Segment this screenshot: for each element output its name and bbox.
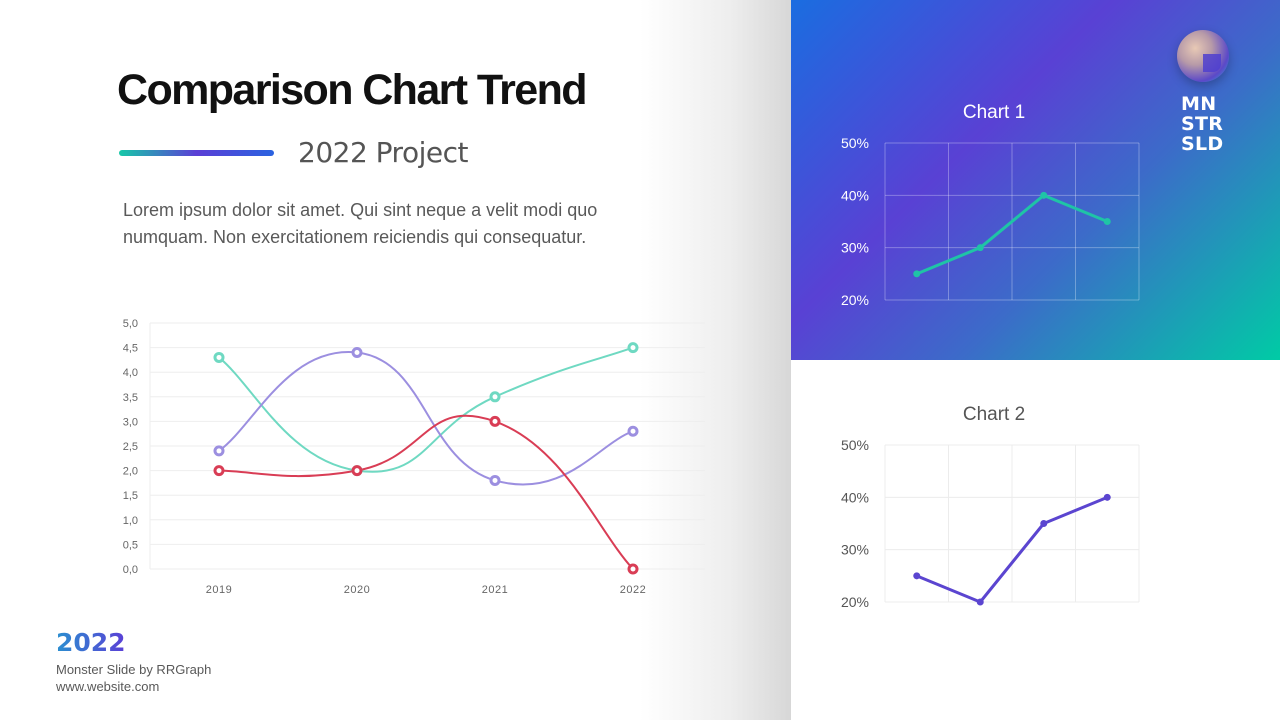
main-comparison-chart: 0,0 0,5 1,0 1,5 2,0 2,5 3,0 3,5 4,0 4,5 5,0 2019 202… — [123, 318, 705, 596]
logo-line: SLD — [1181, 133, 1224, 155]
y-tick-label: 1,5 — [123, 490, 138, 502]
data-point-series-3 — [351, 465, 363, 477]
y-tick-label: 50% — [841, 135, 869, 151]
y-tick-label: 30% — [841, 240, 869, 256]
y-tick-label: 2,5 — [123, 441, 138, 453]
data-point — [1103, 493, 1111, 501]
y-tick-label: 5,0 — [123, 318, 138, 330]
x-tick-label: 2020 — [344, 584, 370, 596]
data-point-series-3 — [213, 465, 225, 477]
data-point-series-2 — [351, 347, 363, 359]
data-point-series-1 — [213, 351, 225, 363]
data-point — [1040, 191, 1048, 199]
page-subtitle: 2022 Project — [298, 136, 468, 169]
data-point-series-1 — [489, 391, 501, 403]
y-tick-label: 2,0 — [123, 466, 138, 478]
y-tick-label: 4,5 — [123, 343, 138, 355]
description-text: Lorem ipsum dolor sit amet. Qui sint neq… — [123, 200, 598, 247]
logo-text: MN STR SLD — [1181, 94, 1241, 154]
y-tick-label: 4,0 — [123, 367, 138, 379]
series-line-1 — [218, 346, 634, 473]
y-tick-label: 30% — [841, 542, 869, 558]
x-tick-label: 2022 — [620, 584, 646, 596]
y-tick-label: 50% — [841, 437, 869, 453]
y-tick-label: 40% — [841, 187, 869, 203]
chart2-panel — [791, 360, 1280, 720]
y-tick-label: 3,0 — [123, 416, 138, 428]
footer-year: 2022 — [56, 628, 126, 657]
y-tick-label: 0,5 — [123, 539, 138, 551]
data-point — [1040, 520, 1048, 527]
data-point — [1103, 218, 1111, 225]
footer-website: www.website.com — [56, 679, 160, 694]
panel-shadow — [640, 0, 791, 720]
x-tick-label: 2019 — [206, 584, 232, 596]
data-point — [913, 572, 921, 580]
x-tick-label: 2021 — [482, 584, 508, 596]
data-point-series-2 — [489, 474, 501, 486]
logo-line: STR — [1181, 113, 1224, 135]
y-tick-label: 20% — [841, 594, 869, 610]
footer-brand: Monster Slide by RRGraph — [56, 662, 212, 677]
page-title: Comparison Chart Trend — [117, 66, 588, 114]
chart-title: Chart 1 — [963, 102, 1025, 123]
data-point-series-3 — [489, 415, 501, 427]
y-tick-label: 0,0 — [123, 564, 138, 576]
data-point — [913, 270, 921, 278]
series-line — [916, 495, 1108, 604]
data-point-series-2 — [627, 425, 639, 437]
chart-title: Chart 2 — [963, 404, 1025, 425]
series-line — [916, 193, 1108, 276]
data-point — [976, 598, 984, 606]
y-tick-label: 40% — [841, 489, 869, 505]
accent-line — [119, 150, 274, 156]
series-line-3 — [218, 414, 634, 570]
y-tick-label: 1,0 — [123, 515, 138, 527]
data-point-series-3 — [627, 563, 639, 575]
logo-orb-icon — [1177, 30, 1229, 82]
data-point — [976, 244, 984, 252]
chart-2: Chart 2 20% 30% 40% 50% — [841, 404, 1140, 610]
data-point-series-1 — [627, 342, 639, 354]
logo-line: MN — [1181, 93, 1217, 115]
chart-1: Chart 1 20% 30% 40% 50% — [841, 102, 1140, 308]
y-tick-label: 3,5 — [123, 392, 138, 404]
y-tick-label: 20% — [841, 292, 869, 308]
series-line-2 — [218, 351, 634, 486]
data-point-series-2 — [213, 445, 225, 457]
